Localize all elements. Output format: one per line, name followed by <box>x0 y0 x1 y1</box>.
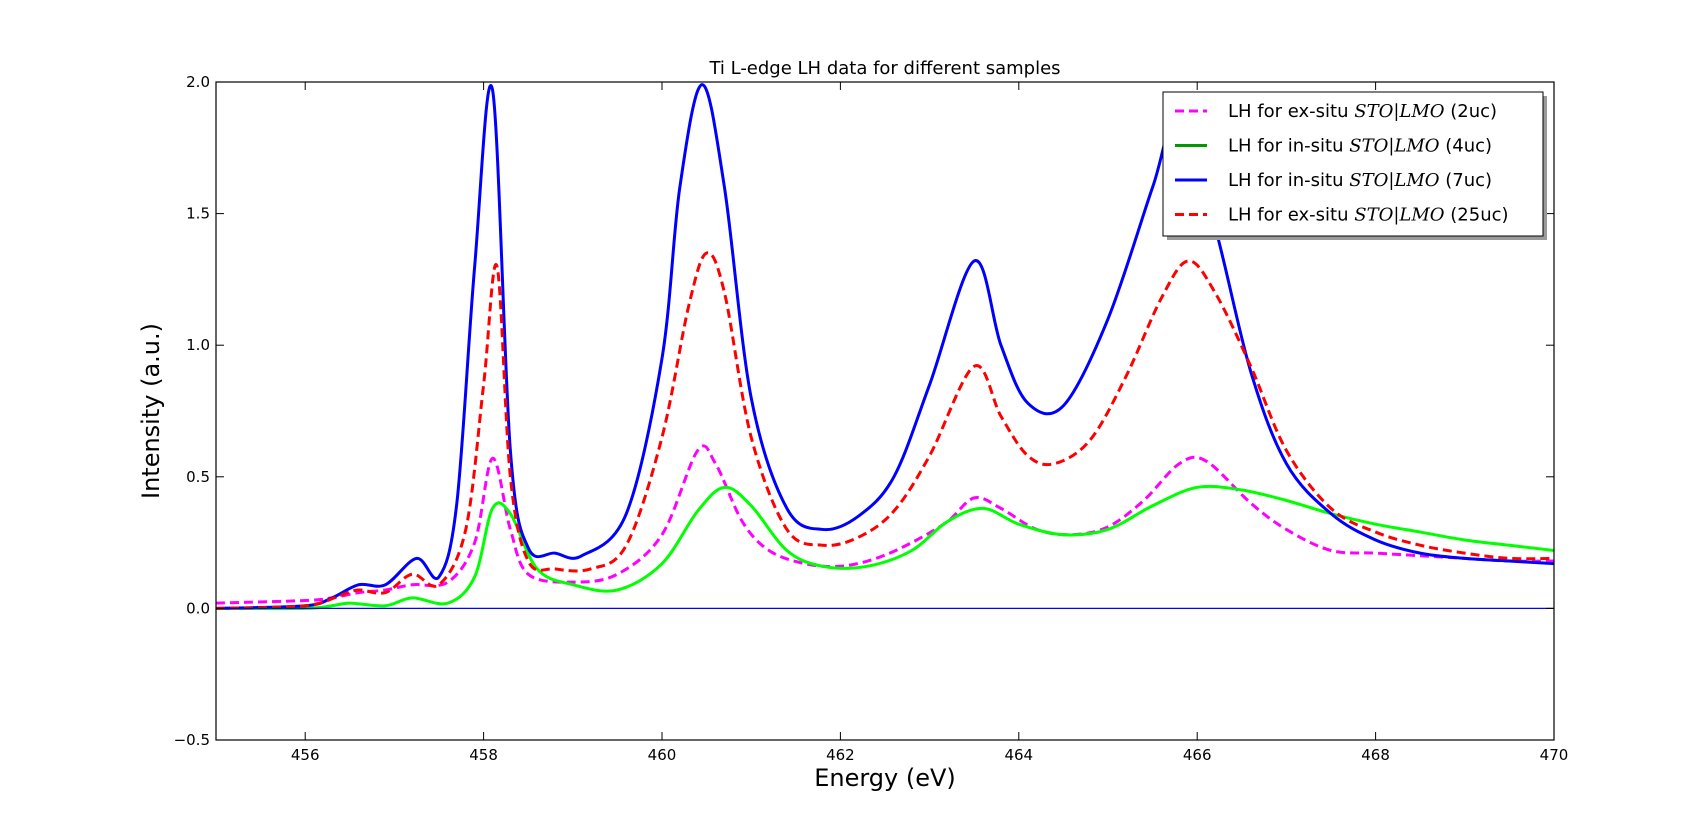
series-line-3 <box>216 83 1554 610</box>
x-tick-label: 460 <box>648 746 677 764</box>
x-axis-label: Energy (eV) <box>814 764 956 792</box>
legend-label-3: LH for in-situ STO|LMO (7uc) <box>1228 170 1492 191</box>
y-axis-label: Intensity (a.u.) <box>137 323 165 499</box>
plot-frame <box>215 81 1555 741</box>
legend-label-4: LH for ex-situ STO|LMO (25uc) <box>1228 205 1509 226</box>
chart-title: Ti L-edge LH data for different samples <box>708 58 1060 79</box>
x-tick-label: 456 <box>291 746 320 764</box>
series-line-2 <box>216 484 1554 611</box>
y-tick-label: 1.0 <box>186 336 210 354</box>
x-tick-label: 462 <box>826 746 855 764</box>
series-layer <box>216 83 1554 611</box>
x-tick-label: 464 <box>1004 746 1033 764</box>
x-tick-label: 468 <box>1361 746 1390 764</box>
legend-box <box>1162 91 1544 237</box>
ticks-layer: 456 458 460 462 464 466 468 470 −0.5 0.0 0.5 1.0 1.5… <box>174 73 1569 764</box>
series-line-4 <box>216 251 1554 610</box>
y-tick-label: 0.5 <box>186 468 210 486</box>
x-tick-label: 466 <box>1183 746 1212 764</box>
legend-label-2: LH for in-situ STO|LMO (4uc) <box>1228 136 1492 157</box>
x-tick-label: 458 <box>469 746 498 764</box>
y-tick-label: 0.0 <box>186 599 210 617</box>
y-tick-label: 1.5 <box>186 205 210 223</box>
legend-label-1: LH for ex-situ STO|LMO (2uc) <box>1228 101 1497 122</box>
legend: LH for ex-situ STO|LMO (2uc) LH for in-si… <box>1162 91 1547 240</box>
x-tick-label: 470 <box>1540 746 1569 764</box>
y-tick-label: 2.0 <box>186 73 210 91</box>
legend-entries: LH for ex-situ STO|LMO (2uc) LH for in-si… <box>1175 101 1509 226</box>
y-tick-label: −0.5 <box>174 731 210 749</box>
